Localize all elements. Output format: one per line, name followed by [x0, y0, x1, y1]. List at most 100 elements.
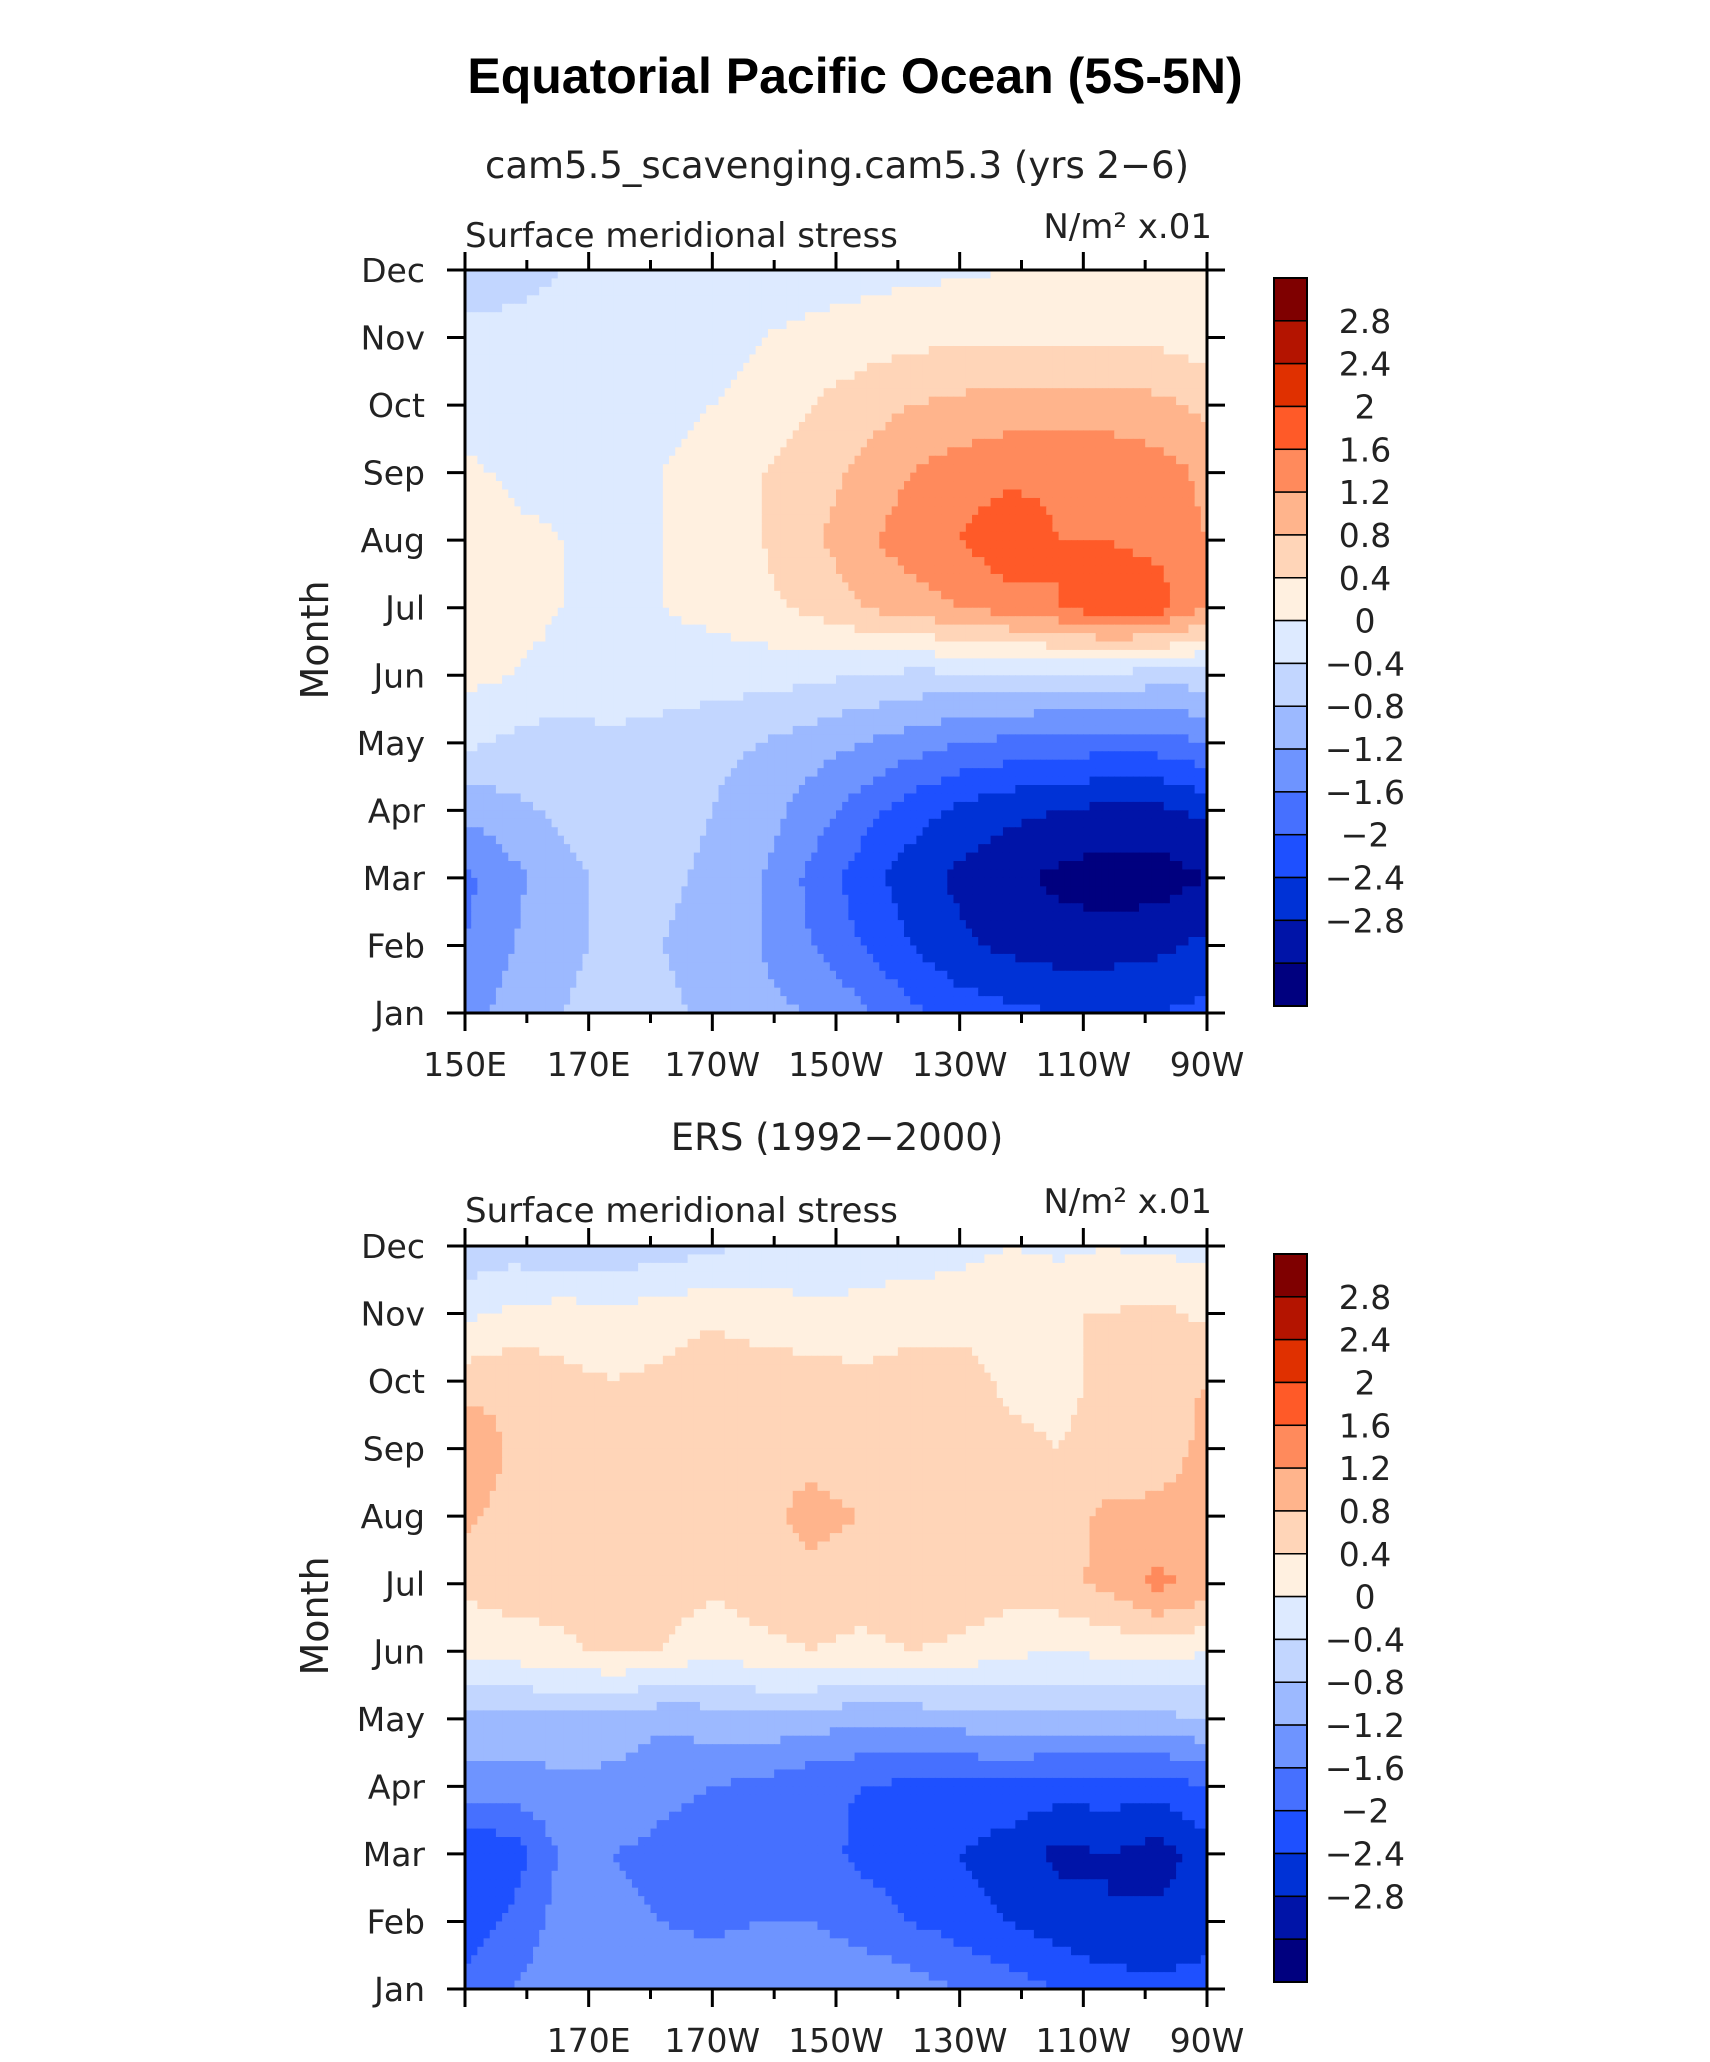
contour-cell — [557, 565, 565, 575]
contour-cell — [941, 303, 948, 313]
contour-cell — [563, 286, 571, 296]
contour-cell — [792, 362, 800, 372]
contour-cell — [1089, 523, 1097, 533]
contour-cell — [471, 295, 478, 305]
contour-cell — [526, 573, 534, 583]
contour-cell — [941, 405, 948, 415]
y-axis-label: Month — [293, 580, 337, 699]
contour-cell — [1002, 447, 1010, 457]
contour-cell — [681, 320, 689, 330]
contour-cell — [502, 430, 509, 440]
contour-cell — [1126, 396, 1134, 406]
contour-cell — [1163, 506, 1171, 516]
contour-cell — [1200, 464, 1208, 474]
contour-cell — [557, 489, 565, 499]
contour-cell — [477, 506, 485, 516]
contour-cell — [1101, 379, 1109, 389]
contour-cell — [755, 320, 763, 330]
contour-cell — [866, 278, 874, 288]
contour-cell — [1095, 582, 1103, 592]
contour-cell — [743, 337, 751, 347]
contour-cell — [1120, 379, 1128, 389]
contour-cell — [934, 447, 942, 457]
contour-cell — [873, 354, 880, 364]
contour-cell — [1163, 514, 1171, 524]
contour-cell — [885, 270, 893, 280]
contour-cell — [829, 447, 837, 457]
contour-cell — [662, 312, 670, 322]
contour-cell — [662, 354, 670, 364]
contour-cell — [1163, 582, 1171, 592]
contour-cell — [1040, 303, 1047, 313]
contour-cell — [502, 337, 509, 347]
contour-cell — [551, 286, 559, 296]
contour-cell — [1126, 329, 1134, 339]
contour-cell — [972, 371, 979, 381]
contour-cell — [873, 270, 880, 280]
contour-cell — [625, 599, 633, 609]
contour-cell — [1145, 523, 1152, 533]
contour-cell — [972, 590, 979, 600]
contour-cell — [965, 455, 973, 465]
contour-cell — [1009, 455, 1016, 465]
contour-cell — [1009, 329, 1016, 339]
contour-cell — [910, 506, 917, 516]
contour-cell — [904, 447, 911, 457]
contour-cell — [1009, 379, 1016, 389]
contour-cell — [737, 413, 744, 423]
contour-cell — [706, 489, 713, 499]
contour-cell — [1002, 599, 1010, 609]
contour-cell — [885, 405, 893, 415]
contour-cell — [1151, 540, 1159, 550]
contour-cell — [749, 303, 757, 313]
contour-cell — [934, 607, 942, 617]
contour-cell — [959, 548, 967, 558]
contour-cell — [1083, 405, 1091, 415]
contour-cell — [866, 523, 874, 533]
contour-cell — [829, 523, 837, 533]
contour-cell — [792, 371, 800, 381]
contour-cell — [706, 472, 713, 482]
contour-cell — [1015, 345, 1023, 356]
contour-cell — [1151, 523, 1159, 533]
contour-cell — [941, 430, 948, 440]
contour-cell — [1052, 455, 1060, 465]
contour-cell — [557, 506, 565, 516]
contour-cell — [625, 548, 633, 558]
contour-cell — [662, 531, 670, 541]
contour-cell — [965, 464, 973, 474]
contour-cell — [718, 489, 726, 499]
contour-cell — [897, 396, 905, 406]
contour-cell — [984, 472, 992, 482]
contour-cell — [533, 362, 540, 372]
contour-cell — [792, 590, 800, 600]
contour-cell — [699, 345, 707, 356]
contour-cell — [811, 506, 819, 516]
contour-cell — [885, 616, 893, 626]
contour-cell — [1089, 557, 1097, 567]
contour-cell — [1009, 362, 1016, 372]
contour-cell — [1052, 590, 1060, 600]
contour-cell — [904, 371, 911, 381]
contour-cell — [1101, 438, 1109, 448]
contour-cell — [681, 413, 689, 423]
contour-cell — [1052, 388, 1060, 398]
contour-cell — [1033, 312, 1041, 322]
contour-cell — [557, 270, 565, 280]
contour-cell — [1064, 472, 1072, 482]
contour-cell — [1101, 312, 1109, 322]
contour-cell — [767, 312, 775, 322]
contour-cell — [959, 278, 967, 288]
contour-cell — [792, 270, 800, 280]
contour-cell — [854, 464, 862, 474]
contour-cell — [817, 320, 825, 330]
contour-cell — [817, 371, 825, 381]
contour-cell — [805, 430, 812, 440]
contour-cell — [897, 430, 905, 440]
contour-cell — [1194, 286, 1202, 296]
contour-cell — [631, 582, 639, 592]
contour-cell — [625, 447, 633, 457]
contour-cell — [811, 599, 819, 609]
contour-cell — [582, 573, 590, 583]
contour-cell — [520, 421, 528, 432]
